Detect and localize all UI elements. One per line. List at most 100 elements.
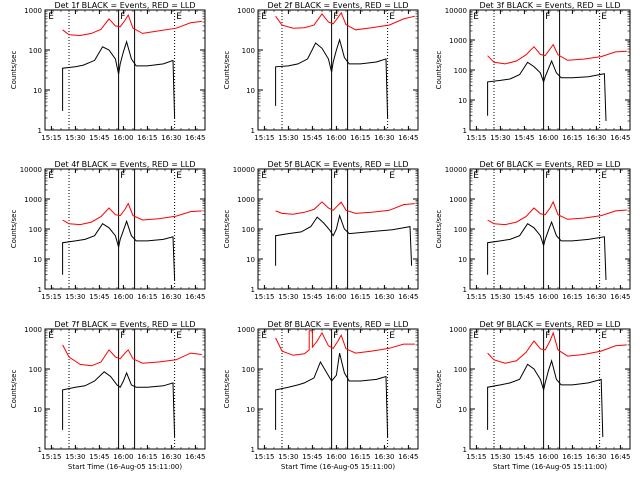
y-tick-label: 1 xyxy=(463,127,467,135)
x-tick-label: 15:45 xyxy=(302,293,322,301)
y-tick-label: 10 xyxy=(246,87,255,95)
plot-frame xyxy=(257,9,419,131)
plot-frame xyxy=(469,328,631,450)
x-tick-label: 15:15 xyxy=(41,134,61,142)
x-tick-label: 16:45 xyxy=(398,453,418,461)
x-tick-label: 15:30 xyxy=(278,293,298,301)
y-tick-label: 10000 xyxy=(20,166,42,174)
marker-label: E xyxy=(601,171,607,181)
x-tick-label: 15:30 xyxy=(490,293,510,301)
y-tick-label: 10 xyxy=(246,406,255,414)
events-series-line xyxy=(275,38,389,119)
y-tick-label: 10000 xyxy=(233,166,255,174)
y-tick-label: 10000 xyxy=(445,7,467,15)
y-axis-label: Counts/sec xyxy=(223,210,231,249)
plot-frame xyxy=(469,9,631,131)
chart-title: Det 3f BLACK = Events, RED = LLD xyxy=(479,1,620,10)
chart-title: Det 1f BLACK = Events, RED = LLD xyxy=(54,1,195,10)
x-tick-label: 16:15 xyxy=(137,134,157,142)
marker-label: E xyxy=(389,12,395,22)
x-tick-label: 15:30 xyxy=(490,453,510,461)
y-tick-label: 10 xyxy=(458,97,467,105)
marker-label: E xyxy=(176,331,182,341)
x-tick-label: 16:15 xyxy=(350,453,370,461)
marker-label: E xyxy=(176,171,182,181)
marker-label: E xyxy=(261,12,267,22)
x-tick-label: 15:45 xyxy=(514,293,534,301)
events-series-line xyxy=(62,371,176,438)
x-tick-label: 16:30 xyxy=(586,453,606,461)
x-tick-label: 15:15 xyxy=(466,134,486,142)
x-tick-label: 16:30 xyxy=(374,453,394,461)
y-tick-label: 100 xyxy=(454,366,467,374)
x-tick-label: 15:45 xyxy=(514,453,534,461)
y-tick-label: 10 xyxy=(33,256,42,264)
lld-series-line xyxy=(275,201,415,215)
marker-label: E xyxy=(48,12,54,22)
y-tick-label: 100 xyxy=(29,366,42,374)
lld-series-line xyxy=(62,202,202,226)
x-tick-label: 15:30 xyxy=(65,293,85,301)
y-tick-label: 100 xyxy=(29,47,42,55)
y-tick-label: 10 xyxy=(246,256,255,264)
x-tick-label: 16:45 xyxy=(185,134,205,142)
plot-frame xyxy=(257,328,419,450)
y-tick-label: 10000 xyxy=(445,166,467,174)
events-series-line xyxy=(62,219,176,281)
x-tick-label: 16:15 xyxy=(350,134,370,142)
events-series-line xyxy=(487,220,607,281)
x-tick-label: 16:30 xyxy=(161,293,181,301)
lld-series-line xyxy=(275,11,415,31)
x-tick-label: 16:30 xyxy=(374,293,394,301)
y-tick-label: 1000 xyxy=(24,7,42,15)
x-tick-label: 15:15 xyxy=(254,293,274,301)
x-tick-label: 15:15 xyxy=(254,134,274,142)
marker-label: E xyxy=(48,171,54,181)
x-tick-label: 15:45 xyxy=(89,134,109,142)
marker-label: E xyxy=(389,331,395,341)
y-tick-label: 1 xyxy=(38,446,42,454)
x-tick-label: 16:45 xyxy=(185,453,205,461)
plot-frame xyxy=(44,168,206,290)
chart-title: Det 7f BLACK = Events, RED = LLD xyxy=(54,320,195,329)
x-tick-label: 15:15 xyxy=(466,453,486,461)
y-tick-label: 1 xyxy=(463,446,467,454)
x-tick-label: 16:45 xyxy=(398,293,418,301)
x-tick-label: 16:00 xyxy=(326,293,346,301)
marker-label: F xyxy=(120,12,125,22)
y-tick-label: 100 xyxy=(242,47,255,55)
x-tick-label: 16:00 xyxy=(113,293,133,301)
plot-frame xyxy=(257,168,419,290)
lld-series-line xyxy=(487,43,627,65)
x-axis-label: Start Time (16-Aug-05 15:11:00) xyxy=(281,463,395,471)
chart-panel-8: Det 8f BLACK = Events, RED = LLD Counts/s… xyxy=(223,320,419,471)
y-axis-label: Counts/sec xyxy=(435,370,443,409)
x-tick-label: 16:45 xyxy=(610,293,630,301)
y-tick-label: 1000 xyxy=(24,326,42,334)
chart-panel-3: Det 3f BLACK = Events, RED = LLD Counts/s… xyxy=(435,1,631,142)
x-axis-label: Start Time (16-Aug-05 15:11:00) xyxy=(68,463,182,471)
x-tick-label: 15:15 xyxy=(466,293,486,301)
x-tick-label: 15:45 xyxy=(89,293,109,301)
x-tick-label: 15:30 xyxy=(65,453,85,461)
y-tick-label: 1000 xyxy=(449,37,467,45)
marker-label: F xyxy=(120,331,125,341)
marker-label: F xyxy=(545,331,550,341)
x-tick-label: 15:30 xyxy=(278,453,298,461)
y-tick-label: 10 xyxy=(458,256,467,264)
chart-title: Det 8f BLACK = Events, RED = LLD xyxy=(267,320,408,329)
marker-label: F xyxy=(333,171,338,181)
x-tick-label: 16:30 xyxy=(374,134,394,142)
x-tick-label: 16:00 xyxy=(113,453,133,461)
plot-frame xyxy=(44,9,206,131)
x-tick-label: 16:45 xyxy=(398,134,418,142)
x-tick-label: 15:45 xyxy=(302,134,322,142)
chart-title: Det 6f BLACK = Events, RED = LLD xyxy=(479,160,620,169)
y-tick-label: 10 xyxy=(33,87,42,95)
x-tick-label: 16:00 xyxy=(113,134,133,142)
x-tick-label: 15:30 xyxy=(278,134,298,142)
marker-label: E xyxy=(261,171,267,181)
events-series-line xyxy=(487,358,604,438)
x-tick-label: 16:30 xyxy=(161,453,181,461)
plot-frame xyxy=(469,168,631,290)
